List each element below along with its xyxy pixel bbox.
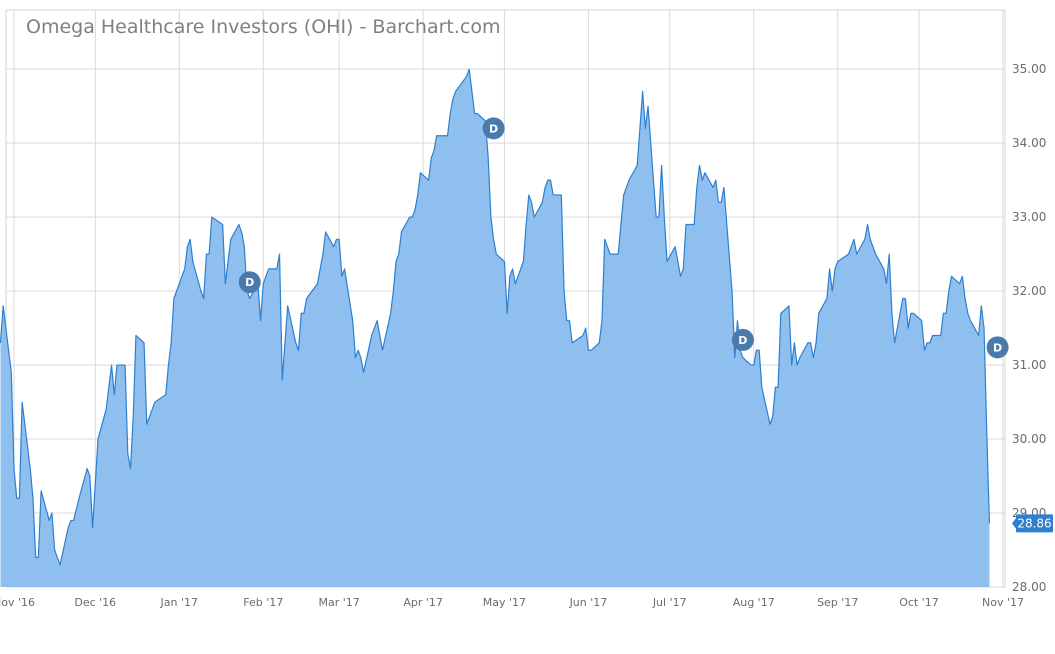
x-tick-label: Nov '17 bbox=[982, 596, 1024, 609]
y-tick-label: 32.00 bbox=[1012, 284, 1046, 298]
price-line bbox=[0, 68, 991, 566]
y-tick-label: 33.00 bbox=[1012, 210, 1046, 224]
dividend-marker-label: D bbox=[993, 341, 1002, 354]
x-tick-label: Jul '17 bbox=[652, 596, 687, 609]
y-tick-label: 28.00 bbox=[1012, 580, 1046, 594]
dividend-marker-label: D bbox=[738, 334, 747, 347]
y-tick-label: 34.00 bbox=[1012, 136, 1046, 150]
dividend-marker[interactable] bbox=[986, 336, 1009, 359]
dividend-marker[interactable] bbox=[238, 271, 261, 294]
dividend-marker-label: D bbox=[489, 122, 498, 135]
y-tick-label: 35.00 bbox=[1012, 62, 1046, 76]
x-tick-label: Oct '17 bbox=[899, 596, 939, 609]
y-tick-label: 31.00 bbox=[1012, 358, 1046, 372]
x-tick-label: Mar '17 bbox=[319, 596, 360, 609]
x-tick-label: Aug '17 bbox=[733, 596, 775, 609]
price-area bbox=[0, 69, 990, 588]
x-tick-label: Feb '17 bbox=[243, 596, 283, 609]
x-tick-label: Jan '17 bbox=[160, 596, 198, 609]
last-price-badge bbox=[1016, 514, 1053, 533]
x-tick-label: Dec '16 bbox=[74, 596, 116, 609]
last-price-label: 28.86 bbox=[1017, 516, 1051, 530]
dividend-marker[interactable] bbox=[482, 117, 505, 140]
chart-title: Omega Healthcare Investors (OHI) - Barch… bbox=[26, 16, 501, 38]
dividend-marker[interactable] bbox=[731, 328, 754, 351]
x-tick-label: Nov '16 bbox=[0, 596, 35, 609]
x-tick-label: Apr '17 bbox=[403, 596, 443, 609]
dividend-marker-label: D bbox=[245, 276, 254, 289]
x-tick-label: Jun '17 bbox=[569, 596, 608, 609]
y-tick-label: 30.00 bbox=[1012, 432, 1046, 446]
x-tick-label: Sep '17 bbox=[817, 596, 858, 609]
x-tick-label: May '17 bbox=[483, 596, 526, 609]
